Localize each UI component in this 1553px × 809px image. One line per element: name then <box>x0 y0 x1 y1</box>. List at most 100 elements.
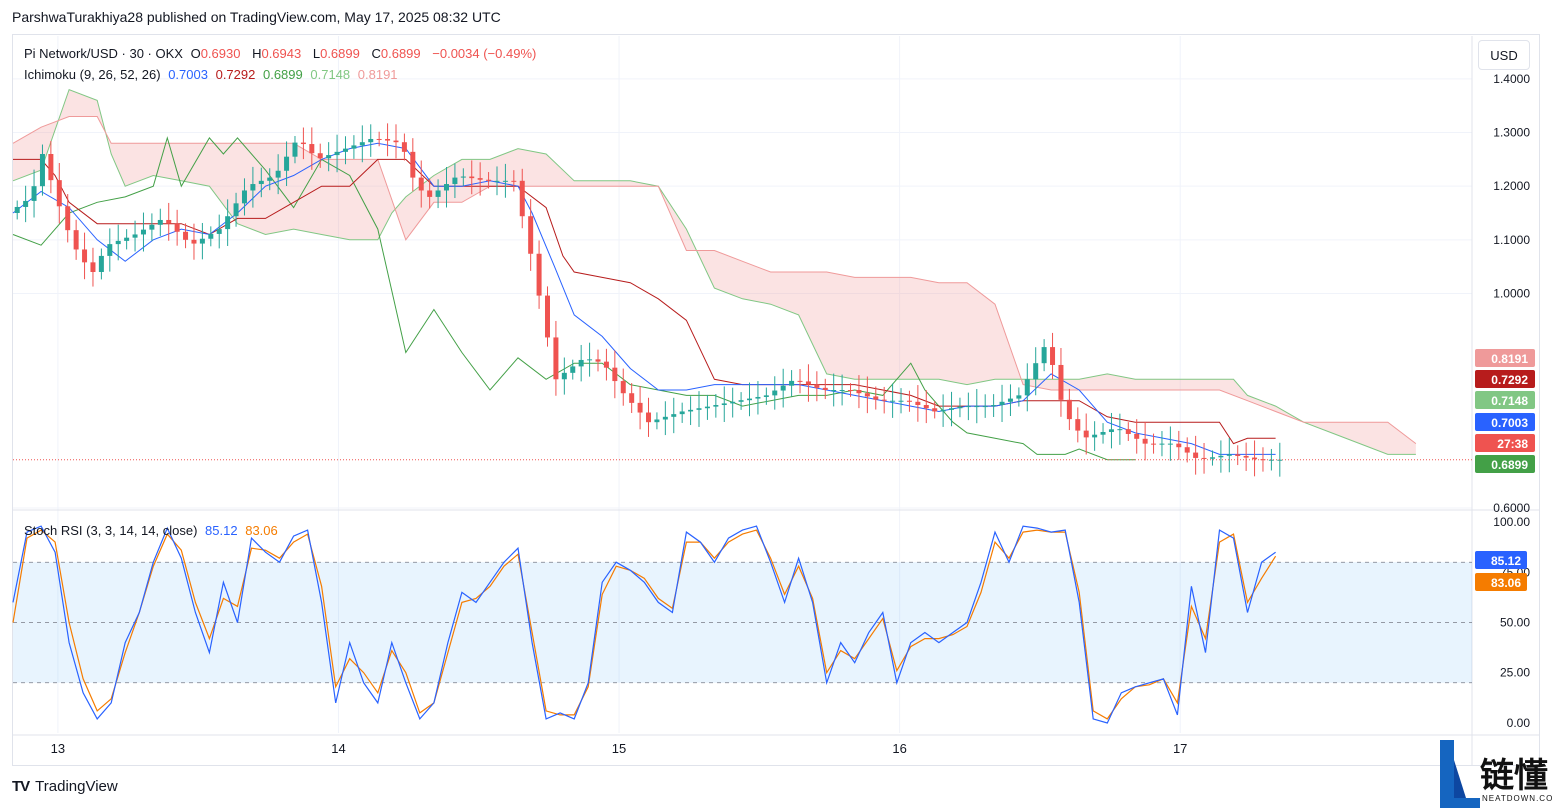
candle-body <box>73 230 79 250</box>
time-tick-label: 17 <box>1173 741 1187 756</box>
candle-body <box>292 142 298 157</box>
candle-body <box>831 390 837 391</box>
price-tick-label: 0.6000 <box>1493 501 1530 515</box>
candle-body <box>1142 438 1148 444</box>
candle-body <box>1226 454 1232 456</box>
candle-body <box>957 406 963 409</box>
candle-body <box>351 145 357 149</box>
candle-body <box>157 219 163 225</box>
candle-body <box>1041 347 1047 364</box>
tradingview-brand: TradingView <box>35 778 118 795</box>
candle-body <box>1100 432 1106 435</box>
price-scale-badge-label: 0.8191 <box>1491 352 1528 366</box>
footer-brand[interactable]: TV TradingView <box>12 778 118 795</box>
candle-body <box>1218 455 1224 458</box>
candle-body <box>208 233 214 239</box>
candle-body <box>519 180 525 217</box>
candle-body <box>132 234 138 238</box>
stoch-scale-badge <box>1475 573 1527 591</box>
low-label: L <box>312 46 321 61</box>
candle-body <box>620 381 626 394</box>
candle-body <box>401 142 407 152</box>
price-scale-badge-label: 0.7292 <box>1491 373 1528 387</box>
candle-body <box>629 393 635 403</box>
candle-body <box>469 176 475 179</box>
candle-body <box>1075 419 1081 431</box>
candle-body <box>923 405 929 409</box>
stoch-k-line <box>12 525 1276 724</box>
candle-body <box>267 177 273 181</box>
candle-body <box>56 180 62 207</box>
close-label: C <box>371 46 381 61</box>
price-tick-label: 1.4000 <box>1493 72 1530 86</box>
candle-body <box>1016 395 1022 399</box>
low-value: 0.6899 <box>320 46 360 61</box>
candle-body <box>1184 447 1190 453</box>
candle-body <box>443 184 449 191</box>
candle-body <box>486 179 492 181</box>
candle-body <box>932 408 938 412</box>
candle-body <box>309 144 315 154</box>
candle-body <box>334 151 340 156</box>
candle-body <box>241 190 247 204</box>
candle-body <box>713 405 719 407</box>
candle-body <box>284 156 290 171</box>
stoch-tick-label: 50.00 <box>1500 616 1530 630</box>
price-scale-badge-label: 0.7148 <box>1491 394 1528 408</box>
candle-body <box>890 400 896 402</box>
candle-body <box>1167 443 1173 445</box>
candle-body <box>174 223 180 232</box>
candle-body <box>814 384 820 388</box>
candle-body <box>671 414 677 417</box>
candle-body <box>393 140 399 143</box>
candle-body <box>1024 379 1030 396</box>
candle-body <box>1083 430 1089 438</box>
candle-body <box>873 396 879 400</box>
candle-body <box>721 403 727 406</box>
candle-body <box>1058 364 1064 400</box>
candle-body <box>603 361 609 368</box>
watermark-logo-icon <box>1440 740 1480 808</box>
candle-body <box>258 180 264 185</box>
candle-body <box>90 262 96 272</box>
candle-body <box>1125 429 1131 434</box>
stoch-tick-label: 100.00 <box>1493 515 1530 529</box>
candle-body <box>140 229 146 235</box>
currency-button[interactable]: USD <box>1478 40 1530 70</box>
price-scale-badge-label: 0.6899 <box>1491 458 1528 472</box>
candle-body <box>31 186 37 201</box>
candle-body <box>250 184 256 191</box>
span-b-value: 0.8191 <box>357 67 398 82</box>
candle-body <box>637 402 643 413</box>
ichimoku-legend[interactable]: Ichimoku (9, 26, 52, 26) 0.7003 0.7292 0… <box>24 67 402 82</box>
candle-body <box>1050 347 1056 365</box>
candle-body <box>1268 459 1274 461</box>
stoch-legend[interactable]: Stoch RSI (3, 3, 14, 14, close) 85.12 83… <box>24 523 282 538</box>
candle-body <box>107 244 113 256</box>
high-label: H <box>252 46 262 61</box>
senkou-span-b <box>12 116 1417 444</box>
candle-body <box>536 253 542 296</box>
price-tick-label: 1.0000 <box>1493 286 1530 300</box>
price-scale-badge <box>1475 391 1535 409</box>
candle-body <box>974 406 980 408</box>
candle-body <box>696 408 702 410</box>
candle-body <box>528 216 534 254</box>
candle-body <box>124 237 130 241</box>
symbol-name[interactable]: Pi Network/USD · 30 · OKX <box>24 46 183 61</box>
candle-body <box>1209 457 1215 459</box>
candle-body <box>452 177 458 185</box>
candle-body <box>805 381 811 385</box>
candle-body <box>553 337 559 380</box>
candle-body <box>166 219 172 224</box>
candle-body <box>1159 443 1165 445</box>
candle-body <box>427 190 433 197</box>
stoch-scale-badge-label: 83.06 <box>1491 576 1521 590</box>
stoch-tick-label: 0.00 <box>1507 716 1531 730</box>
candle-body <box>494 180 500 182</box>
watermark-subtext: NEATDOWN.COM <box>1482 794 1553 803</box>
candle-body <box>1235 454 1241 456</box>
candle-body <box>570 366 576 373</box>
candle-body <box>216 229 222 234</box>
